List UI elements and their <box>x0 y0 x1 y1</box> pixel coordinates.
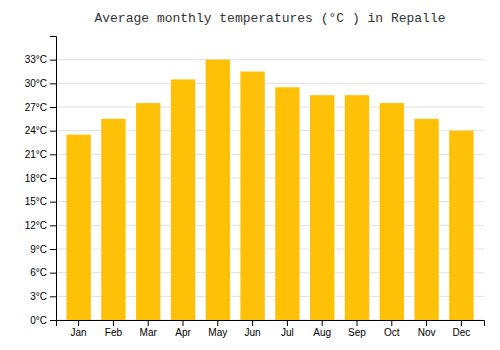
y-tick: 21°C <box>25 149 56 160</box>
x-tick-label: Sep <box>348 327 366 338</box>
x-tick: Jun <box>245 320 261 338</box>
bar <box>171 79 195 320</box>
x-tick-mark <box>148 320 149 326</box>
x-tick-mark <box>322 320 323 326</box>
y-axis-line <box>50 37 57 321</box>
y-axis: 0°C 3°C 6°C 9°C 12°C 15°C 18°C 21°C 24°C 27°C 30°C… <box>25 37 57 326</box>
x-tick-label: Feb <box>105 327 123 338</box>
x-tick-label: Aug <box>313 327 331 338</box>
x-tick-label: Nov <box>418 327 436 338</box>
bar <box>101 119 125 320</box>
x-tick: Mar <box>140 320 158 338</box>
chart: 0°C 3°C 6°C 9°C 12°C 15°C 18°C 21°C 24°C 27°C 30°C… <box>0 0 500 350</box>
x-tick-label: Oct <box>384 327 400 338</box>
y-tick-mark <box>50 60 56 61</box>
y-tick-mark <box>50 273 56 274</box>
x-tick-mark <box>356 320 357 326</box>
grid-line <box>56 107 484 108</box>
y-tick-mark <box>50 202 56 203</box>
y-tick-mark <box>50 320 56 321</box>
x-tick-mark <box>113 320 114 326</box>
y-tick: 33°C <box>25 54 56 65</box>
x-tick: Feb <box>105 320 123 338</box>
y-tick: 0°C <box>30 315 56 326</box>
bar <box>414 119 438 320</box>
x-axis-line <box>57 321 485 327</box>
x-tick: Apr <box>175 320 191 338</box>
y-tick-mark <box>50 249 56 250</box>
x-tick: Jan <box>71 320 87 338</box>
y-tick-mark <box>50 178 56 179</box>
x-tick-label: Jun <box>245 327 261 338</box>
y-tick-mark <box>50 131 56 132</box>
y-tick: 9°C <box>30 244 56 255</box>
y-tick-mark <box>50 107 56 108</box>
x-tick-mark <box>252 320 253 326</box>
x-tick: Nov <box>418 320 436 338</box>
x-tick-label: Mar <box>140 327 158 338</box>
bar <box>240 72 264 321</box>
y-tick-mark <box>50 296 56 297</box>
y-tick-label: 15°C <box>25 196 47 207</box>
y-tick: 6°C <box>30 267 56 278</box>
y-tick-mark <box>50 154 56 155</box>
plot: 0°C 3°C 6°C 9°C 12°C 15°C 18°C 21°C 24°C 27°C 30°C… <box>25 37 485 339</box>
x-tick-mark <box>426 320 427 326</box>
x-axis: Jan Feb Mar Apr May Jun Jul Aug Sep Oct Nov Dec <box>57 320 485 338</box>
x-tick-label: May <box>208 327 227 338</box>
x-tick: Sep <box>348 320 366 338</box>
x-tick-label: Jan <box>71 327 87 338</box>
y-tick-label: 30°C <box>25 78 47 89</box>
y-tick: 24°C <box>25 125 56 136</box>
x-tick: Oct <box>384 320 400 338</box>
x-tick-mark <box>183 320 184 326</box>
y-tick-mark <box>50 225 56 226</box>
x-tick-mark <box>287 320 288 326</box>
y-tick: 12°C <box>25 220 56 231</box>
bar <box>66 135 90 320</box>
title: Average monthly temperatures (°C ) in Re… <box>94 11 445 26</box>
bar <box>310 95 334 320</box>
x-tick: May <box>208 320 227 338</box>
y-tick: 15°C <box>25 196 56 207</box>
x-tick: Aug <box>313 320 331 338</box>
bar <box>136 103 160 320</box>
y-tick-mark <box>50 83 56 84</box>
x-tick-label: Dec <box>452 327 470 338</box>
y-tick-label: 33°C <box>25 54 47 65</box>
y-tick-label: 12°C <box>25 220 47 231</box>
x-tick-mark <box>78 320 79 326</box>
x-tick-label: Jul <box>281 327 294 338</box>
y-tick-label: 18°C <box>25 173 47 184</box>
bar <box>275 87 299 320</box>
grid <box>56 60 484 320</box>
bar <box>380 103 404 320</box>
y-tick-label: 24°C <box>25 125 47 136</box>
x-tick-mark <box>217 320 218 326</box>
y-tick: 18°C <box>25 173 56 184</box>
x-tick-mark <box>391 320 392 326</box>
grid-line <box>56 59 484 60</box>
grid-line <box>56 83 484 84</box>
x-tick: Dec <box>452 320 470 338</box>
y-tick-label: 21°C <box>25 149 47 160</box>
x-tick-mark <box>461 320 462 326</box>
y-tick-label: 27°C <box>25 102 47 113</box>
y-tick: 3°C <box>30 291 56 302</box>
y-tick: 30°C <box>25 78 56 89</box>
bars <box>66 60 473 320</box>
y-tick-label: 6°C <box>30 267 47 278</box>
x-tick: Jul <box>281 320 294 338</box>
y-tick: 27°C <box>25 102 56 113</box>
x-tick-label: Apr <box>175 327 191 338</box>
bar <box>345 95 369 320</box>
y-tick-label: 0°C <box>30 315 47 326</box>
bar <box>449 131 473 320</box>
y-tick-label: 3°C <box>30 291 47 302</box>
bar <box>206 60 230 320</box>
y-tick-label: 9°C <box>30 244 47 255</box>
